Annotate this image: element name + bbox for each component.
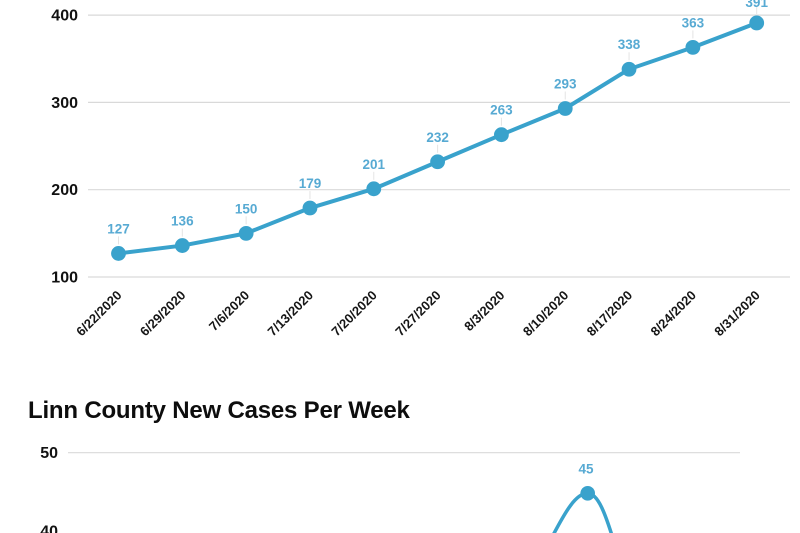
data-point-label: 363 [682,15,705,30]
data-point-label: 136 [171,214,194,229]
y-tick-label: 200 [51,182,78,199]
data-point-label: 45 [578,462,594,477]
x-tick-label: 6/22/2020 [73,288,125,340]
data-point [557,101,573,116]
new-cases-chart-title: Linn County New Cases Per Week [28,397,410,424]
x-tick-label: 7/6/2020 [206,288,252,334]
data-point-label: 201 [363,157,386,172]
y-tick-label: 100 [51,270,78,287]
data-point [430,154,445,170]
data-point [366,181,382,197]
data-point [685,40,701,55]
data-point [580,486,595,501]
y-tick-label: 300 [51,95,78,112]
data-point-label: 263 [490,103,513,118]
y-tick-label: 50 [40,445,58,462]
x-tick-label: 7/13/2020 [265,288,317,340]
data-point-label: 127 [107,221,130,236]
x-tick-label: 8/24/2020 [647,288,699,340]
x-tick-label: 7/20/2020 [328,288,380,340]
data-point [238,225,254,241]
y-tick-label: 40 [40,524,58,533]
cumulative-cases-chart: 400 300 200 100 127 136 150 179 201 232 263 293 338 3… [51,0,790,340]
data-point-label: 179 [299,176,322,191]
data-point [302,200,318,216]
data-point-label: 150 [235,201,258,216]
data-point [494,127,509,143]
x-tick-label: 6/29/2020 [137,288,189,340]
data-point-label: 232 [426,130,449,145]
new-cases-per-week-chart: 50 40 45 [40,445,740,533]
data-point [621,61,637,77]
y-tick-label: 400 [51,8,78,25]
data-point-label: 391 [745,0,768,10]
data-point-label: 293 [554,77,577,92]
x-tick-label: 8/10/2020 [520,288,572,340]
x-tick-label: 7/27/2020 [392,288,444,340]
x-tick-label: 8/31/2020 [711,288,763,340]
trend-line [552,491,614,533]
data-point-label: 338 [618,37,641,52]
x-tick-label: 8/17/2020 [584,288,636,340]
data-point [174,238,190,253]
data-point [111,246,126,261]
x-tick-label: 8/3/2020 [461,288,507,334]
data-point [749,15,765,31]
